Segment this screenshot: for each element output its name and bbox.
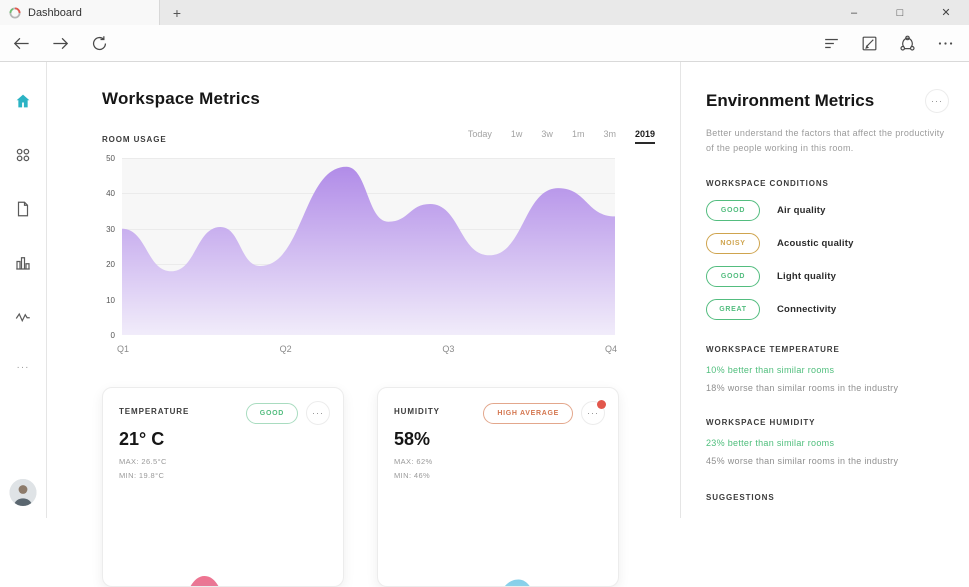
- maximize-button[interactable]: □: [877, 0, 923, 25]
- filter-1m[interactable]: 1m: [572, 129, 585, 144]
- temperature-max: MAX: 26.5°C: [119, 455, 327, 469]
- filter-today[interactable]: Today: [468, 129, 492, 144]
- workspace-conditions-label: WORKSPACE CONDITIONS: [706, 179, 949, 188]
- filter-3w[interactable]: 3w: [541, 129, 553, 144]
- document-icon[interactable]: [14, 200, 32, 218]
- apps-grid-icon[interactable]: [14, 146, 32, 164]
- temperature-mini-chart: [103, 498, 344, 587]
- browser-tab[interactable]: Dashboard: [0, 0, 160, 25]
- humidity-worse-stat: 45% worse than similar rooms in the indu…: [706, 456, 949, 466]
- close-button[interactable]: ✕: [923, 0, 969, 25]
- tab-title: Dashboard: [28, 7, 82, 19]
- y-tick-10: 10: [89, 296, 115, 305]
- y-tick-40: 40: [89, 189, 115, 198]
- temperature-more-button[interactable]: ···: [306, 401, 330, 425]
- humidity-more-button[interactable]: ···: [581, 401, 605, 425]
- filter-2019[interactable]: 2019: [635, 129, 655, 144]
- more-menu-icon[interactable]: [936, 34, 955, 53]
- x-axis-labels: Q1 Q2 Q3 Q4: [117, 344, 617, 354]
- web-note-icon[interactable]: [860, 34, 879, 53]
- home-icon[interactable]: [14, 92, 32, 110]
- forward-icon[interactable]: [51, 34, 70, 53]
- new-tab-button[interactable]: +: [160, 0, 194, 25]
- air-quality-badge: GOOD: [706, 200, 760, 221]
- workspace-humidity-label: WORKSPACE HUMIDITY: [706, 418, 949, 427]
- condition-acoustic-quality: NOISY Acoustic quality: [706, 233, 949, 254]
- back-icon[interactable]: [12, 34, 31, 53]
- workspace-temperature-label: WORKSPACE TEMPERATURE: [706, 345, 949, 354]
- room-usage-chart: [122, 158, 615, 335]
- hub-icon[interactable]: [822, 34, 841, 53]
- workspace-metrics-panel: Workspace Metrics ROOM USAGE Today 1w 3w…: [47, 62, 680, 518]
- page-title: Workspace Metrics: [102, 89, 260, 109]
- x-label-q4: Q4: [605, 344, 617, 354]
- share-icon[interactable]: [898, 34, 917, 53]
- filter-1w[interactable]: 1w: [511, 129, 523, 144]
- room-usage-label: ROOM USAGE: [102, 135, 167, 144]
- temperature-value: 21° C: [103, 425, 343, 450]
- y-tick-0: 0: [89, 331, 115, 340]
- temperature-min: MIN: 19.8°C: [119, 469, 327, 483]
- condition-light-quality: GOOD Light quality: [706, 266, 949, 287]
- x-label-q1: Q1: [117, 344, 129, 354]
- environment-title: Environment Metrics: [706, 91, 874, 111]
- time-filters: Today 1w 3w 1m 3m 2019: [468, 129, 655, 144]
- y-tick-30: 30: [89, 225, 115, 234]
- favicon-icon: [9, 7, 21, 19]
- temperature-card: TEMPERATURE GOOD ··· 21° C MAX: 26.5°C M…: [102, 387, 344, 587]
- activity-icon[interactable]: [14, 308, 32, 326]
- suggestion-lights: Consider turning off lights when not in …: [706, 515, 949, 518]
- condition-connectivity: GREAT Connectivity: [706, 299, 949, 320]
- browser-titlebar: Dashboard + – □ ✕: [0, 0, 969, 25]
- temperature-better-stat: 10% better than similar rooms: [706, 365, 949, 375]
- x-label-q3: Q3: [442, 344, 454, 354]
- acoustic-quality-badge: NOISY: [706, 233, 760, 254]
- refresh-icon[interactable]: [90, 34, 109, 53]
- browser-toolbar: [0, 25, 969, 62]
- temperature-label: TEMPERATURE: [119, 407, 189, 416]
- y-tick-20: 20: [89, 260, 115, 269]
- filter-3m[interactable]: 3m: [603, 129, 616, 144]
- environment-metrics-panel: Environment Metrics ··· Better understan…: [680, 62, 969, 518]
- light-quality-badge: GOOD: [706, 266, 760, 287]
- humidity-card: HUMIDITY HIGH AVERAGE ··· 58% MAX: 62% M…: [377, 387, 619, 587]
- temperature-status-badge: GOOD: [246, 403, 298, 424]
- user-avatar[interactable]: [10, 479, 37, 506]
- humidity-better-stat: 23% better than similar rooms: [706, 438, 949, 448]
- humidity-status-badge: HIGH AVERAGE: [483, 403, 573, 424]
- environment-description: Better understand the factors that affec…: [706, 126, 952, 157]
- app-sidebar: ···: [0, 62, 47, 518]
- humidity-label: HUMIDITY: [394, 407, 440, 416]
- humidity-max: MAX: 62%: [394, 455, 602, 469]
- room-usage-area: [122, 158, 615, 335]
- alert-dot: [597, 400, 606, 409]
- temperature-worse-stat: 18% worse than similar rooms in the indu…: [706, 383, 949, 393]
- y-tick-50: 50: [89, 154, 115, 163]
- suggestions-label: SUGGESTIONS: [706, 493, 949, 502]
- humidity-min: MIN: 46%: [394, 469, 602, 483]
- bar-chart-icon[interactable]: [14, 254, 32, 272]
- minimize-button[interactable]: –: [831, 0, 877, 25]
- environment-more-button[interactable]: ···: [925, 89, 949, 113]
- sidebar-more-icon[interactable]: ···: [17, 362, 30, 373]
- humidity-value: 58%: [378, 425, 618, 450]
- connectivity-badge: GREAT: [706, 299, 760, 320]
- x-label-q2: Q2: [280, 344, 292, 354]
- humidity-mini-chart: [378, 498, 619, 587]
- condition-air-quality: GOOD Air quality: [706, 200, 949, 221]
